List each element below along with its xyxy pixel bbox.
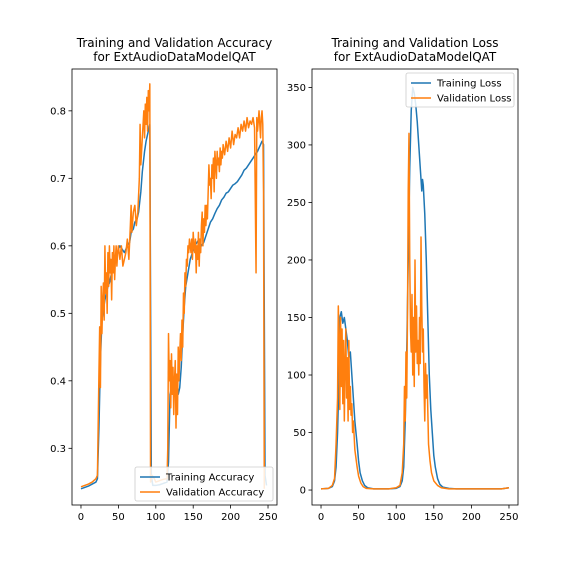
plot-frame bbox=[311, 68, 519, 506]
x-tick-label: 250 bbox=[499, 512, 518, 523]
y-tick-label: 300 bbox=[287, 140, 306, 151]
series-line-validation-accuracy bbox=[80, 83, 266, 489]
y-tick-label: 350 bbox=[287, 83, 306, 94]
x-tick-label: 50 bbox=[112, 512, 125, 523]
chart-title: Training and Validation Loss for ExtAudio… bbox=[331, 36, 499, 64]
y-tick-label: 250 bbox=[287, 198, 306, 209]
y-tick-label: 0 bbox=[300, 486, 306, 497]
chart-title: Training and Validation Accuracy for ExtA… bbox=[76, 36, 272, 64]
series-line-training-accuracy bbox=[80, 123, 268, 490]
y-tick-label: 0.8 bbox=[50, 106, 66, 117]
y-tick-label: 0.3 bbox=[50, 444, 66, 455]
y-tick-label: 100 bbox=[287, 371, 306, 382]
legend-box bbox=[134, 466, 274, 502]
chart-accuracy: Training and Validation Accuracy for ExtA… bbox=[50, 36, 277, 523]
legend-label: Training Loss bbox=[436, 79, 502, 90]
y-tick-label: 0.5 bbox=[50, 309, 66, 320]
x-tick-label: 250 bbox=[258, 512, 277, 523]
x-tick-label: 150 bbox=[184, 512, 203, 523]
legend-box bbox=[405, 72, 515, 108]
x-tick-label: 200 bbox=[221, 512, 240, 523]
legend: Training Loss Validation Loss bbox=[405, 72, 515, 108]
y-tick-label: 0.6 bbox=[50, 241, 66, 252]
plot-frame bbox=[71, 68, 278, 506]
y-tick-label: 150 bbox=[287, 313, 306, 324]
legend: Training Accuracy Validation Accuracy bbox=[134, 466, 274, 502]
legend-label: Validation Accuracy bbox=[166, 488, 264, 499]
legend-label: Training Accuracy bbox=[165, 473, 254, 484]
y-tick-label: 0.4 bbox=[50, 376, 66, 387]
chart-loss: Training and Validation Loss for ExtAudio… bbox=[287, 36, 519, 523]
series-line-validation-loss bbox=[320, 132, 510, 490]
x-tick-label: 200 bbox=[462, 512, 481, 523]
series-line-training-loss bbox=[320, 86, 510, 490]
x-tick-label: 150 bbox=[424, 512, 443, 523]
legend-label: Validation Loss bbox=[437, 94, 512, 105]
y-tick-label: 200 bbox=[287, 255, 306, 266]
x-tick-label: 100 bbox=[146, 512, 165, 523]
x-tick-label: 50 bbox=[352, 512, 365, 523]
x-tick-label: 100 bbox=[387, 512, 406, 523]
y-tick-label: 0.7 bbox=[50, 174, 66, 185]
y-tick-label: 50 bbox=[293, 428, 306, 439]
x-tick-label: 0 bbox=[78, 512, 84, 523]
x-tick-label: 0 bbox=[318, 512, 324, 523]
